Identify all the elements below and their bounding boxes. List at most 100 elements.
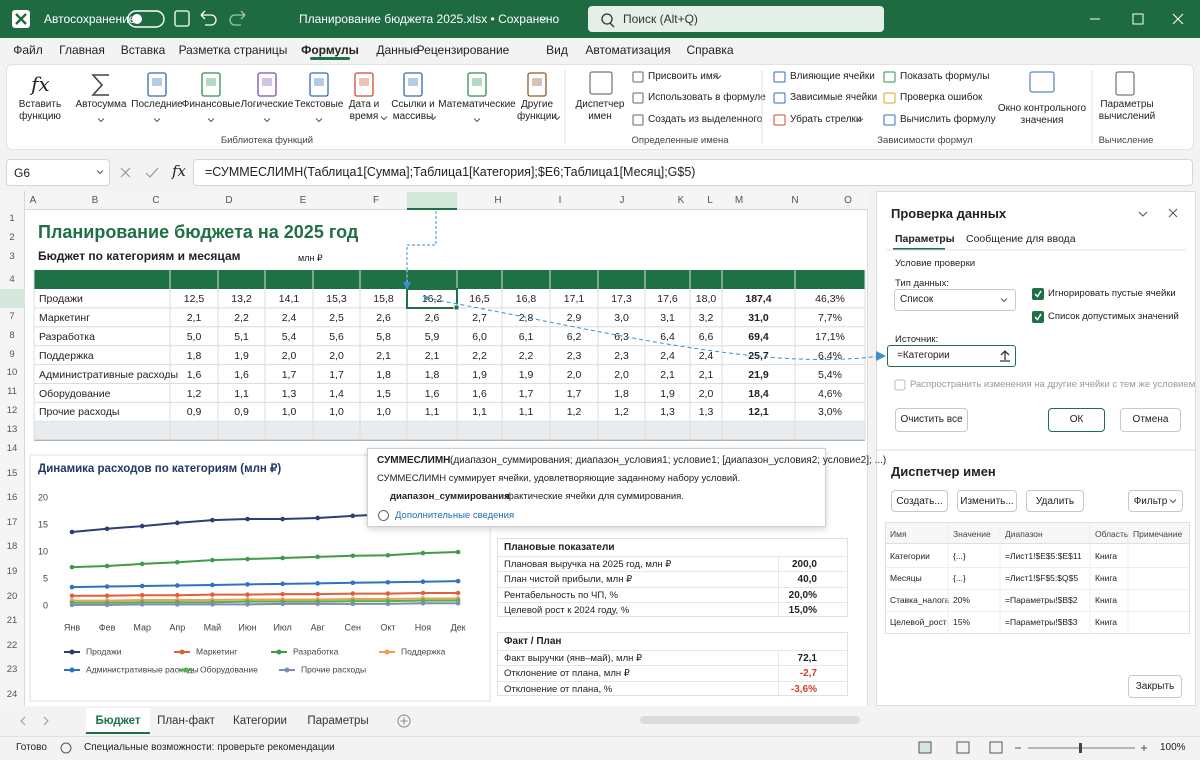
name-box[interactable] — [6, 159, 110, 186]
name-manager-button[interactable]: Создать... — [891, 490, 948, 512]
ribbon-button[interactable]: Последние — [131, 99, 183, 110]
table-cell: 2,6 — [424, 311, 440, 324]
ribbon-button[interactable]: Текстовые — [294, 99, 344, 110]
table-cell: 100,0% — [812, 425, 848, 438]
sheet-tab[interactable]: Бюджет — [86, 708, 150, 734]
ribbon-item[interactable]: Создать из выделенного — [648, 114, 763, 125]
ribbon-item[interactable]: Зависимые ячейки — [790, 92, 878, 103]
ribbon-button[interactable]: Математические — [438, 99, 516, 110]
sheet-tab[interactable]: Категории — [233, 715, 287, 727]
ribbon-button[interactable]: Автосумма — [75, 99, 127, 110]
sheet-subtitle: Бюджет по категориям и месяцам — [38, 249, 241, 263]
ribbon-button[interactable]: Финансовые — [181, 99, 241, 110]
formula-box[interactable] — [193, 159, 1193, 186]
enter-icon — [145, 167, 159, 178]
name-manager-button[interactable]: Удалить — [1026, 490, 1084, 512]
ribbon-item[interactable]: Присвоить имя — [648, 71, 719, 82]
kpi-value: -3,6% — [790, 683, 817, 695]
name-manager-button[interactable]: Изменить... — [957, 490, 1017, 512]
menu-tab[interactable]: Формулы — [301, 43, 359, 57]
column-header: E — [299, 195, 307, 206]
pane-tab[interactable]: Сообщение для ввода — [966, 233, 1076, 245]
dialog-button[interactable]: Отмена — [1120, 408, 1181, 432]
menu-tab[interactable]: Рецензирование — [416, 43, 510, 57]
sheet-tab[interactable]: Параметры — [307, 715, 369, 727]
row-header: 1 — [9, 213, 15, 224]
search-box[interactable] — [588, 6, 884, 32]
table-cell: 2,1 — [186, 311, 202, 324]
names-cell: =Лист1!$E$5:$E$11 — [1005, 551, 1082, 561]
ribbon-button[interactable]: Другие функции — [517, 99, 557, 122]
kpi-label: Отклонение от плана, млн ₽ — [504, 668, 630, 680]
menu-tab[interactable]: Данные — [376, 43, 420, 57]
checkbox-label[interactable]: Игнорировать пустые ячейки — [1048, 288, 1176, 299]
source-input[interactable] — [887, 345, 1016, 367]
names-header-cell: Диапазон — [1005, 529, 1043, 539]
table-cell: 1,7 — [329, 368, 344, 381]
type-select[interactable] — [894, 289, 1016, 311]
ribbon-item[interactable]: Вычислить формулу — [900, 114, 996, 125]
ribbon-item[interactable]: Проверка ошибок — [900, 92, 983, 103]
zoom-level[interactable]: 100% — [1160, 742, 1186, 753]
pane-tab[interactable]: Параметры — [895, 233, 955, 245]
tooltip-link[interactable]: Дополнительные сведения — [395, 510, 515, 521]
menu-tab[interactable]: Главная — [59, 43, 105, 57]
table-cell: 2,4 — [698, 349, 714, 362]
names-header-cell: Имя — [890, 529, 907, 539]
close-button[interactable]: Закрыть — [1128, 675, 1182, 698]
name-manager-button[interactable]: Фильтр — [1128, 490, 1183, 512]
ribbon-button[interactable]: Окно контрольного значения — [997, 103, 1087, 126]
checkbox-label[interactable]: Список допустимых значений — [1048, 311, 1179, 322]
table-cell: 2,1 — [698, 368, 714, 381]
table-cell: 1,3 — [698, 406, 714, 419]
tooltip-arg-desc: фактические ячейки для суммирования. — [506, 491, 684, 502]
menu-tab[interactable]: Справка — [686, 43, 734, 57]
menu-tab[interactable]: Автоматизация — [585, 43, 671, 57]
ribbon-button[interactable]: Диспетчер имен — [575, 99, 625, 122]
ribbon-button[interactable]: Вставить функцию — [18, 99, 62, 122]
table-cell: Поддержка — [39, 349, 94, 362]
row-header-bar — [0, 191, 25, 706]
column-header: C — [152, 195, 160, 206]
sheet-tab[interactable]: План-факт — [157, 715, 215, 727]
tab-scroll-right — [43, 716, 49, 726]
table-cell: 12,1 — [748, 406, 769, 419]
dialog-button[interactable]: ОК — [1048, 408, 1105, 432]
ribbon-item[interactable]: Использовать в формуле — [648, 92, 766, 103]
field-label: Источник: — [895, 334, 939, 345]
table-cell: 6,4% — [818, 349, 842, 362]
status-accessibility[interactable]: Специальные возможности: проверьте реком… — [84, 742, 335, 753]
kpi-divider — [778, 650, 779, 696]
kpi-box — [497, 632, 848, 696]
ribbon-item[interactable]: Убрать стрелки — [790, 114, 862, 125]
table-cell: 6,4 — [660, 330, 675, 343]
ribbon-button[interactable]: Параметры вычислений — [1098, 99, 1156, 122]
table-header-cell: Мар — [278, 274, 300, 286]
table-cell: 13,2 — [231, 293, 252, 305]
table-header-cell: Итого за год — [726, 274, 791, 286]
dialog-button[interactable]: Очистить все — [895, 408, 968, 432]
tooltip-description: СУММЕСЛИМН суммирует ячейки, удовлетворя… — [377, 473, 741, 484]
active-tab-underline — [310, 57, 350, 60]
names-cell: Месяцы — [890, 573, 922, 583]
table-cell: Административные расходы — [39, 368, 179, 381]
add-sheet — [397, 714, 411, 728]
menu-tab[interactable]: Разметка страницы — [178, 43, 288, 57]
table-cell: 1,8 — [614, 387, 629, 400]
names-cell: {...} — [953, 551, 966, 561]
ribbon-button[interactable]: Логические — [240, 99, 294, 110]
table-cell: 2,1 — [424, 349, 440, 362]
kpi-box — [497, 538, 848, 618]
menu-tab[interactable]: Вставка — [120, 43, 166, 57]
column-header: M — [734, 195, 744, 206]
ribbon-item[interactable]: Показать формулы — [900, 71, 990, 82]
table-header-cell: Апр — [326, 274, 347, 286]
tooltip-args: (диапазон_суммирования; диапазон_условия… — [450, 455, 887, 466]
ribbon-item[interactable]: Влияющие ячейки — [790, 71, 875, 82]
table-cell: 1,9 — [518, 368, 534, 381]
menu-tab[interactable]: Вид — [546, 43, 568, 57]
row-header: 12 — [6, 405, 18, 416]
menu-tab[interactable]: Файл — [13, 43, 43, 57]
ribbon-button[interactable]: Ссылки и массивы — [391, 99, 435, 122]
ribbon-button[interactable]: Дата и время — [348, 99, 380, 122]
